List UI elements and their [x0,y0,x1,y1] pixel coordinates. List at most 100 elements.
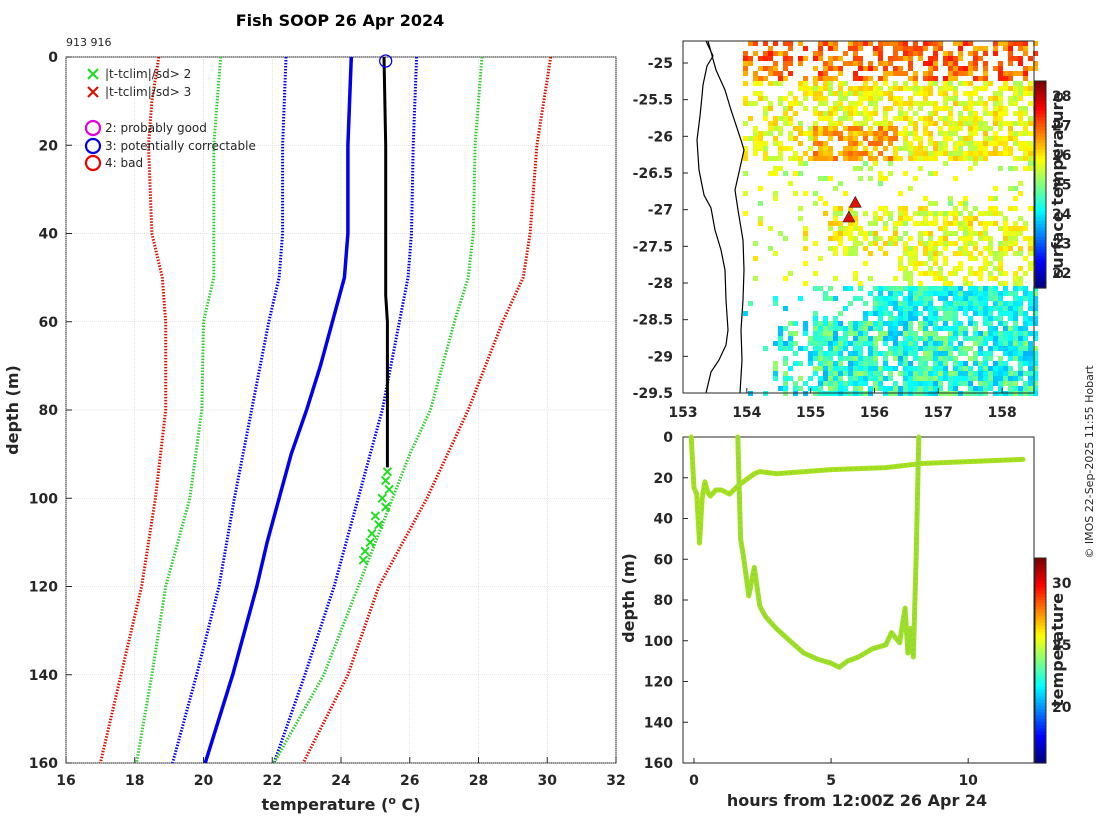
sst-cell [753,241,758,246]
sst-cell [878,176,883,181]
sst-cell [978,86,983,91]
sst-cell [893,231,898,236]
sst-cell [883,226,888,231]
sst-cell [1008,311,1013,316]
sst-cell [948,136,953,141]
sst-cell [1013,306,1018,311]
sst-cell [838,226,843,231]
sst-cell [773,376,778,381]
sst-cell [943,361,948,366]
sst-cell [828,386,833,391]
sst-cell [948,86,953,91]
sst-cell [873,111,878,116]
sst-cell [783,171,788,176]
sst-cell [1013,221,1018,226]
sst-cell [1033,61,1038,66]
sst-cell [868,356,873,361]
sst-cell [1013,251,1018,256]
sst-cell [873,131,878,136]
sst-cell [978,76,983,81]
sst-cell [908,131,913,136]
sst-cell [788,341,793,346]
sst-cell [948,286,953,291]
sst-cell [763,141,768,146]
sst-cell [1023,41,1028,46]
sst-cell [773,191,778,196]
sst-cell [1003,241,1008,246]
sst-cell [998,106,1003,111]
sst-cell [868,111,873,116]
sst-cell [1018,81,1023,86]
sst-cell [778,386,783,391]
sst-cell [858,241,863,246]
sst-cell [758,56,763,61]
sst-cell [973,66,978,71]
sst-cell [763,346,768,351]
sst-cell [978,301,983,306]
sst-cell [883,376,888,381]
sst-cell [988,366,993,371]
sst-cell [898,291,903,296]
sst-cell [958,361,963,366]
sst-cell [1018,266,1023,271]
sst-cell [908,156,913,161]
sst-cell [863,106,868,111]
sst-cell [1003,286,1008,291]
sst-cell [973,146,978,151]
sst-cell [753,51,758,56]
sst-cell [998,341,1003,346]
sst-cell [938,346,943,351]
sst-cell [928,256,933,261]
sst-cell [928,251,933,256]
sst-cell [1013,386,1018,391]
sst-cell [873,156,878,161]
sst-cell [1008,331,1013,336]
sst-cell [1028,341,1033,346]
sst-cell [798,361,803,366]
sst-cell [843,116,848,121]
colorbar-segment [1035,644,1046,649]
sst-cell [828,236,833,241]
sst-cell [838,131,843,136]
sst-cell [868,166,873,171]
colorbar-segment [1035,708,1046,713]
sst-cell [768,46,773,51]
colorbar-segment [1035,647,1046,652]
sst-cell [938,86,943,91]
sst-cell [828,136,833,141]
sst-cell [798,376,803,381]
sst-cell [958,41,963,46]
colorbar-segment [1035,721,1046,726]
sst-cell [908,336,913,341]
sst-cell [993,251,998,256]
sst-cell [773,141,778,146]
sst-cell [793,351,798,356]
time-depth-y-label: depth (m) [619,553,638,643]
sst-cell [983,351,988,356]
sst-cell [853,86,858,91]
sst-cell [748,101,753,106]
sst-cell [813,191,818,196]
colorbar-segment [1035,126,1046,131]
sst-cell [943,321,948,326]
sst-cell [928,86,933,91]
sst-cell [938,296,943,301]
sst-cell [898,331,903,336]
sst-cell [778,51,783,56]
colorbar-segment [1035,233,1046,237]
sst-cell [963,346,968,351]
sst-cell [933,276,938,281]
sst-cell [983,386,988,391]
sst-cell [998,361,1003,366]
sst-cell [913,41,918,46]
td-x-tick-label: 0 [689,773,699,789]
sst-cell [818,156,823,161]
sst-cell [908,296,913,301]
colorbar-segment [1035,634,1046,639]
sst-cell [813,111,818,116]
colorbar-segment [1035,737,1046,742]
sst-cell [818,91,823,96]
sst-cell [958,71,963,76]
sst-cell [973,331,978,336]
sst-cell [868,141,873,146]
